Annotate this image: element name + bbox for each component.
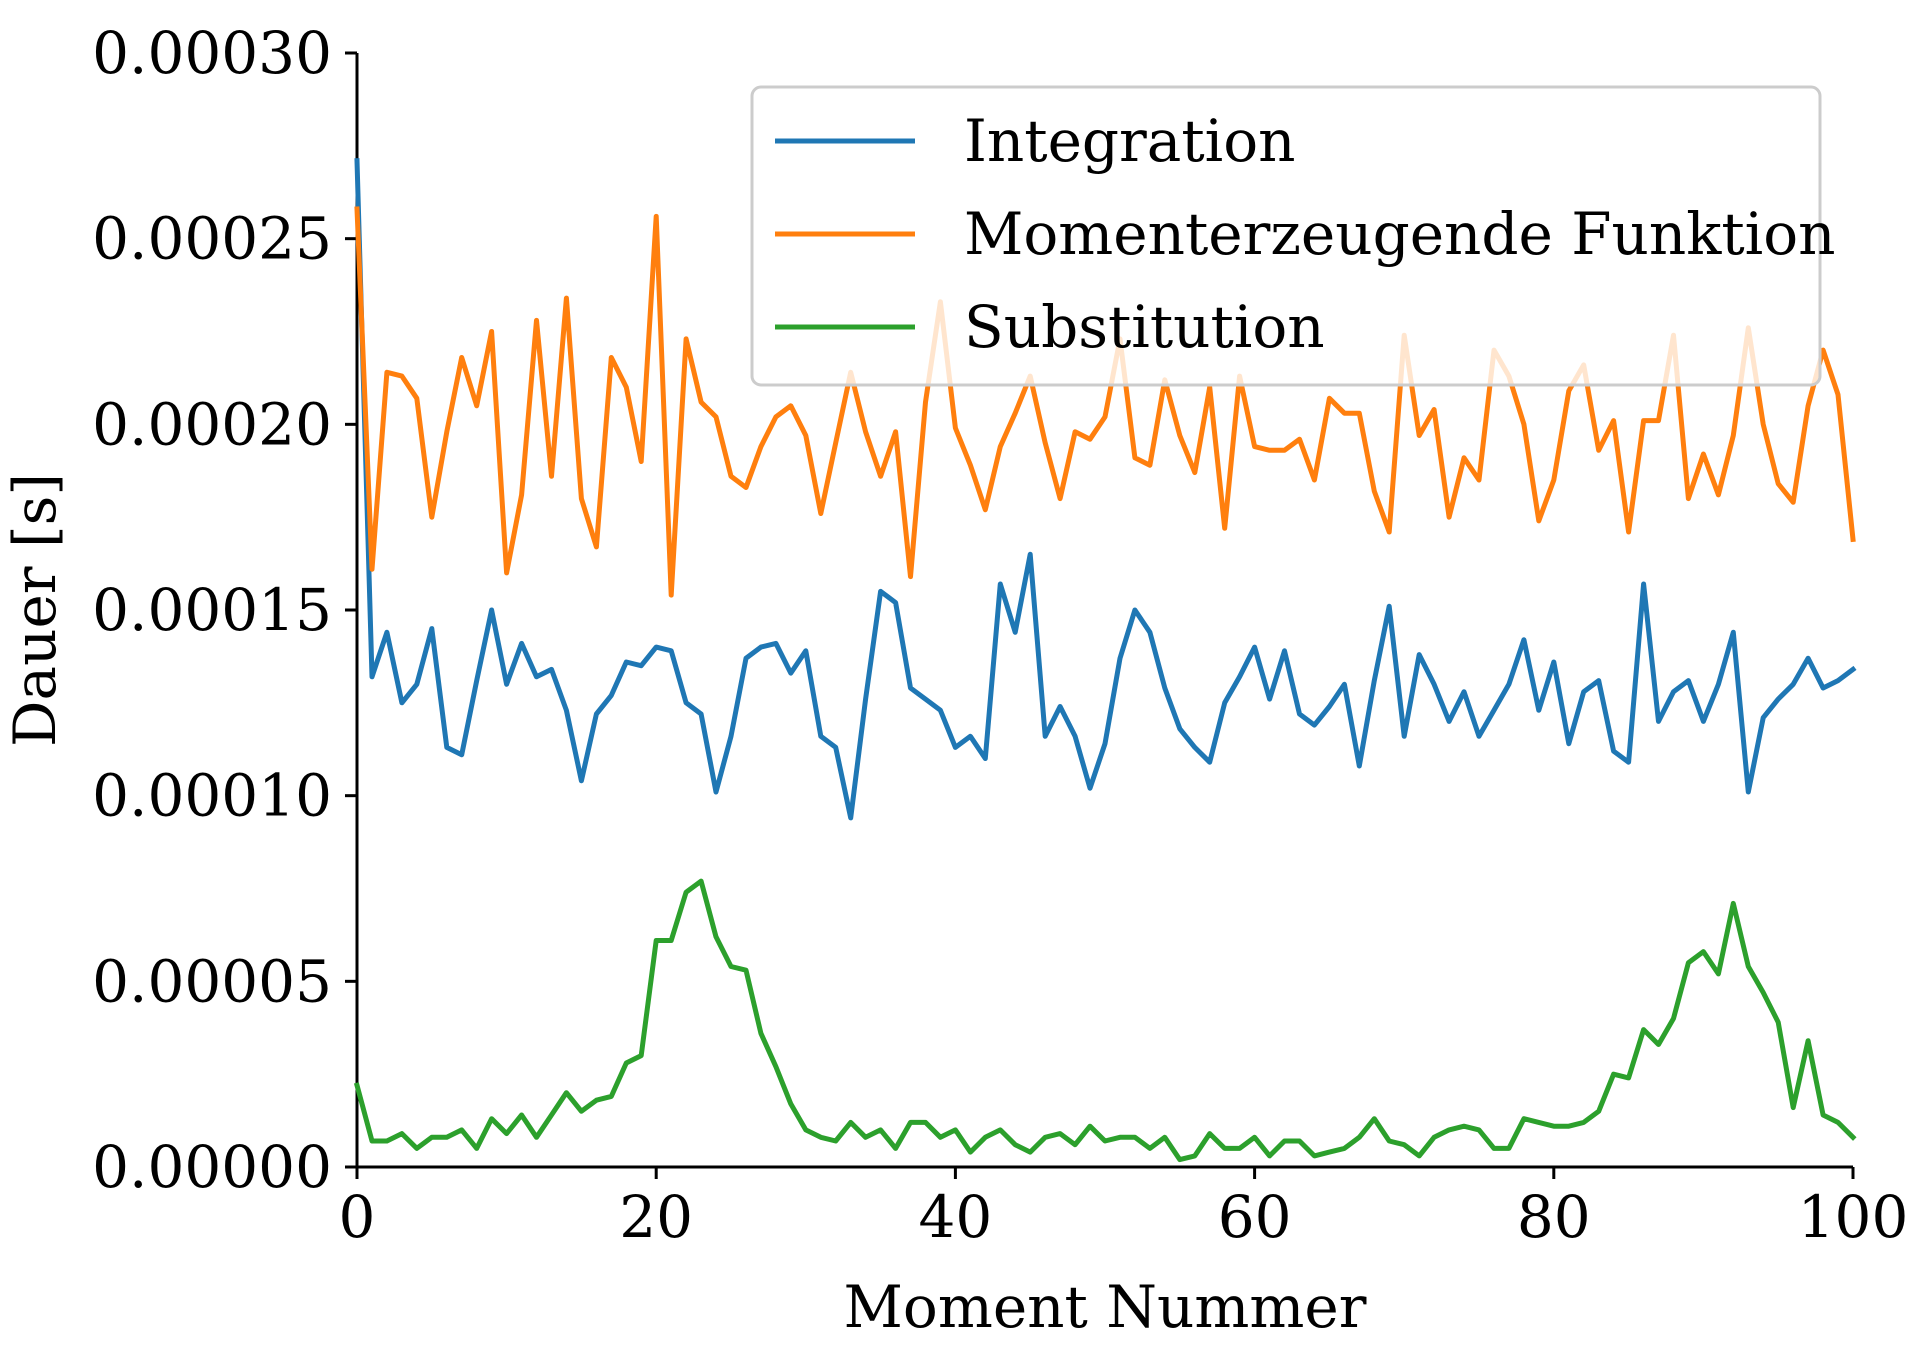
legend-label: Substitution xyxy=(964,293,1325,361)
legend-label: Momenterzeugende Funktion xyxy=(964,200,1836,268)
legend: Integration Momenterzeugende Funktion Subs… xyxy=(750,85,1836,387)
y-tick-label: 0.00015 xyxy=(92,576,332,644)
legend-label: Integration xyxy=(964,107,1295,175)
y-tick-label: 0.00010 xyxy=(92,762,332,830)
x-tick-label: 0 xyxy=(339,1183,376,1251)
x-tick-label: 40 xyxy=(918,1183,992,1251)
y-tick-label: 0.00005 xyxy=(92,947,332,1015)
y-ticks: 0.00000 0.00005 0.00010 0.00015 0.00020 0.000… xyxy=(92,19,357,1201)
x-axis-title: Moment Nummer xyxy=(844,1273,1367,1341)
series-lines xyxy=(353,158,1857,1163)
x-tick-label: 100 xyxy=(1798,1183,1909,1251)
x-ticks: 0 20 40 60 80 100 xyxy=(339,1167,1909,1251)
legend-box xyxy=(750,85,1822,387)
x-tick-label: 20 xyxy=(619,1183,693,1251)
series-line-momenterzeugende-funktion xyxy=(354,206,1856,598)
x-tick-label: 60 xyxy=(1218,1183,1292,1251)
y-axis-title: Dauer [s] xyxy=(1,473,69,747)
y-tick-label: 0.00030 xyxy=(92,19,332,87)
y-tick-label: 0.00000 xyxy=(92,1133,332,1201)
series-line-integration xyxy=(354,158,1857,821)
series-line-substitution xyxy=(353,878,1857,1163)
x-tick-label: 80 xyxy=(1517,1183,1591,1251)
y-tick-label: 0.00020 xyxy=(92,390,332,458)
y-tick-label: 0.00025 xyxy=(92,205,332,273)
